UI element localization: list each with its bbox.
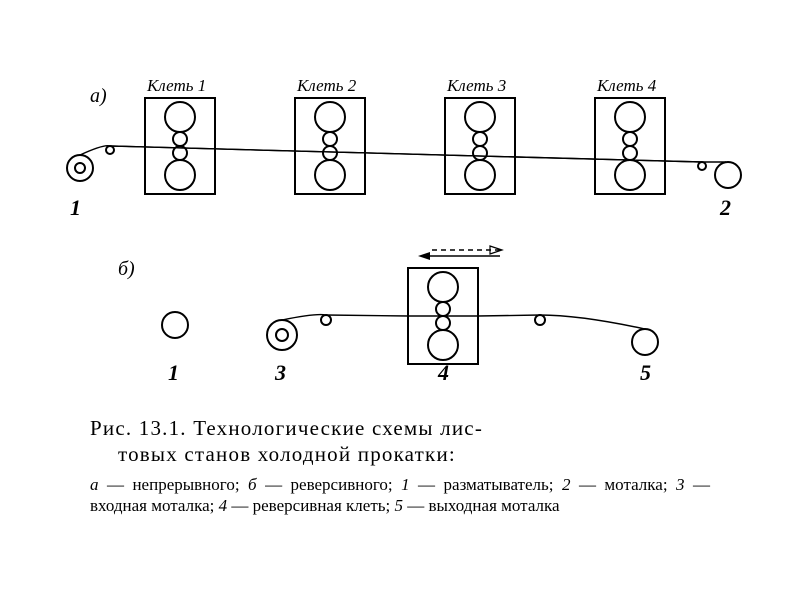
num-3b: 3 bbox=[275, 360, 286, 386]
legend-5-txt: — выходная моталка bbox=[403, 496, 560, 515]
num-1a: 1 bbox=[70, 195, 81, 221]
caption-line1: Рис. 13.1. Технологические схемы лис- bbox=[90, 415, 710, 441]
caption-line2: товых станов холодной прокатки: bbox=[90, 441, 710, 467]
label-b: б) bbox=[118, 258, 135, 281]
legend-4: 4 bbox=[219, 496, 228, 515]
legend-a-txt: — непрерывного; bbox=[99, 475, 249, 494]
legend-a: а bbox=[90, 475, 99, 494]
figure-legend: а — непрерывного; б — реверсивного; 1 — … bbox=[90, 474, 710, 517]
stand-1-label: Клеть 1 bbox=[147, 76, 206, 96]
num-4b: 4 bbox=[438, 360, 449, 386]
label-a: а) bbox=[90, 85, 107, 108]
stand-4-label: Клеть 4 bbox=[597, 76, 656, 96]
num-2a: 2 bbox=[720, 195, 731, 221]
stand-2-label: Клеть 2 bbox=[297, 76, 356, 96]
legend-3: 3 bbox=[676, 475, 685, 494]
figure-root: а) Клеть 1 Клеть 2 Клеть 3 Клеть 4 1 2 б… bbox=[0, 0, 800, 600]
legend-1: 1 bbox=[401, 475, 410, 494]
legend-b: б bbox=[248, 475, 257, 494]
legend-1-txt: — разматыватель; bbox=[410, 475, 562, 494]
legend-2-txt: — моталка; bbox=[570, 475, 676, 494]
legend-b-txt: — реверсивного; bbox=[257, 475, 401, 494]
stand-3-label: Клеть 3 bbox=[447, 76, 506, 96]
num-1b: 1 bbox=[168, 360, 179, 386]
legend-4-txt: — реверсивная клеть; bbox=[227, 496, 394, 515]
legend-5: 5 bbox=[394, 496, 403, 515]
num-5b: 5 bbox=[640, 360, 651, 386]
figure-caption: Рис. 13.1. Технологические схемы лис- то… bbox=[90, 415, 710, 516]
